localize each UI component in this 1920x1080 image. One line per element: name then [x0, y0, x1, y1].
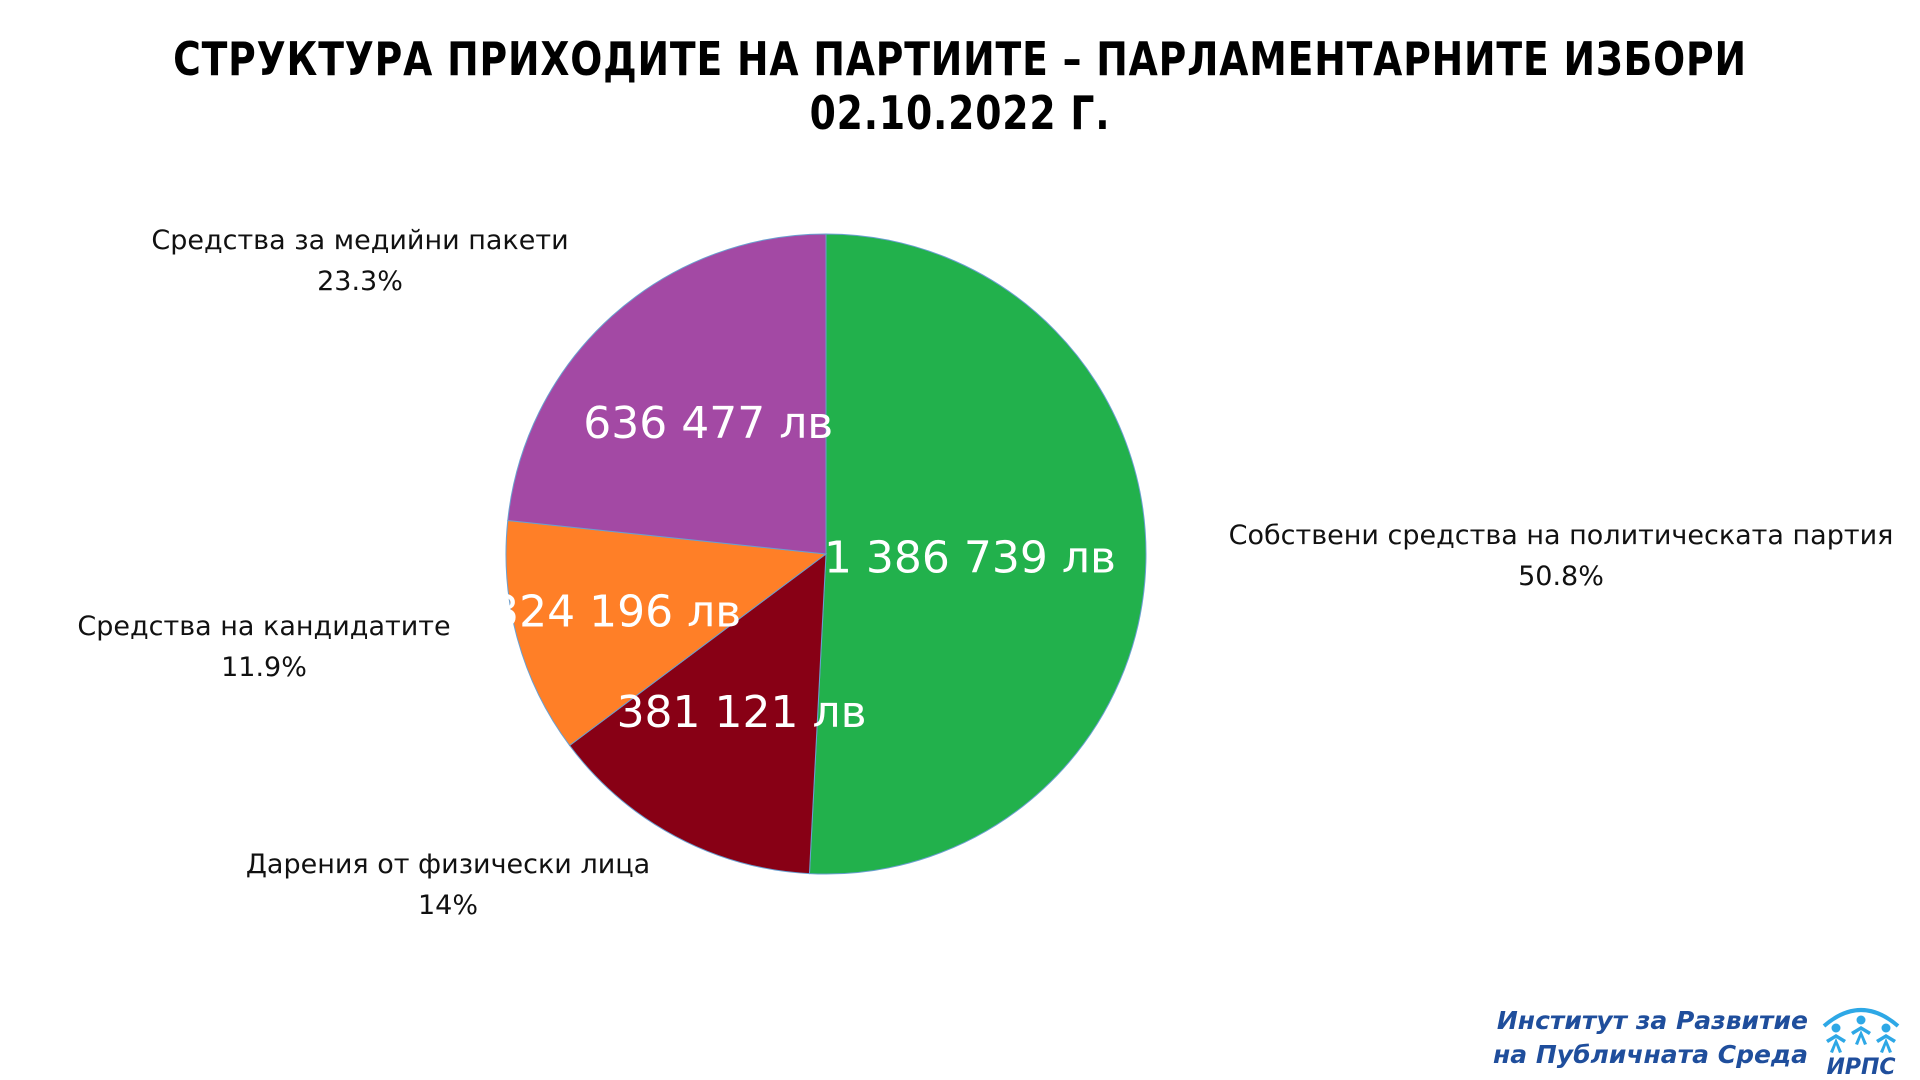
pie-value-labels: 1 386 739 лв 381 121 лв 324 196 лв 636 477 …: [491, 398, 1116, 738]
slice-percent-label: 23.3%: [317, 266, 403, 297]
pie-slices: [505, 233, 1147, 875]
slice-name-label: Дарения от физически лица: [246, 849, 650, 880]
organization-logo: Институт за Развитие на Публичната Среда…: [1488, 1004, 1908, 1078]
pie-slice: [808, 233, 1147, 875]
people-arc-icon: ИРПС: [1822, 1008, 1900, 1078]
outside-label-candidates: Средства на кандидатите 11.9%: [77, 611, 450, 683]
pie-slice: [568, 552, 827, 875]
chart-title: СТРУКТУРА ПРИХОДИТЕ НА ПАРТИИТЕ – ПАРЛАМ…: [173, 32, 1747, 140]
outside-label-own-funds: Собствени средства на политическата парт…: [1229, 520, 1894, 592]
outside-label-media: Средства за медийни пакети 23.3%: [151, 225, 568, 297]
outside-label-donations: Дарения от физически лица 14%: [246, 849, 650, 921]
logo-line-2: на Публичната Среда: [1493, 1040, 1808, 1069]
slice-value-label: 1 386 739 лв: [824, 533, 1116, 584]
logo-line-1: Институт за Развитие: [1496, 1006, 1808, 1035]
logo-text: Институт за Развитие на Публичната Среда: [1488, 1004, 1808, 1072]
pie-slice: [507, 233, 827, 555]
slice-name-label: Собствени средства на политическата парт…: [1229, 520, 1894, 551]
slice-name-label: Средства за медийни пакети: [151, 225, 568, 256]
slice-value-label: 324 196 лв: [491, 587, 741, 638]
slice-name-label: Средства на кандидатите: [77, 611, 450, 642]
logo-abbreviation: ИРПС: [1826, 1055, 1895, 1078]
slice-percent-label: 11.9%: [221, 652, 307, 683]
slice-percent-label: 14%: [418, 890, 478, 921]
slice-percent-label: 50.8%: [1518, 561, 1604, 592]
slice-value-label: 381 121 лв: [617, 687, 867, 738]
pie-slice: [505, 519, 828, 747]
slice-value-label: 636 477 лв: [583, 398, 833, 449]
